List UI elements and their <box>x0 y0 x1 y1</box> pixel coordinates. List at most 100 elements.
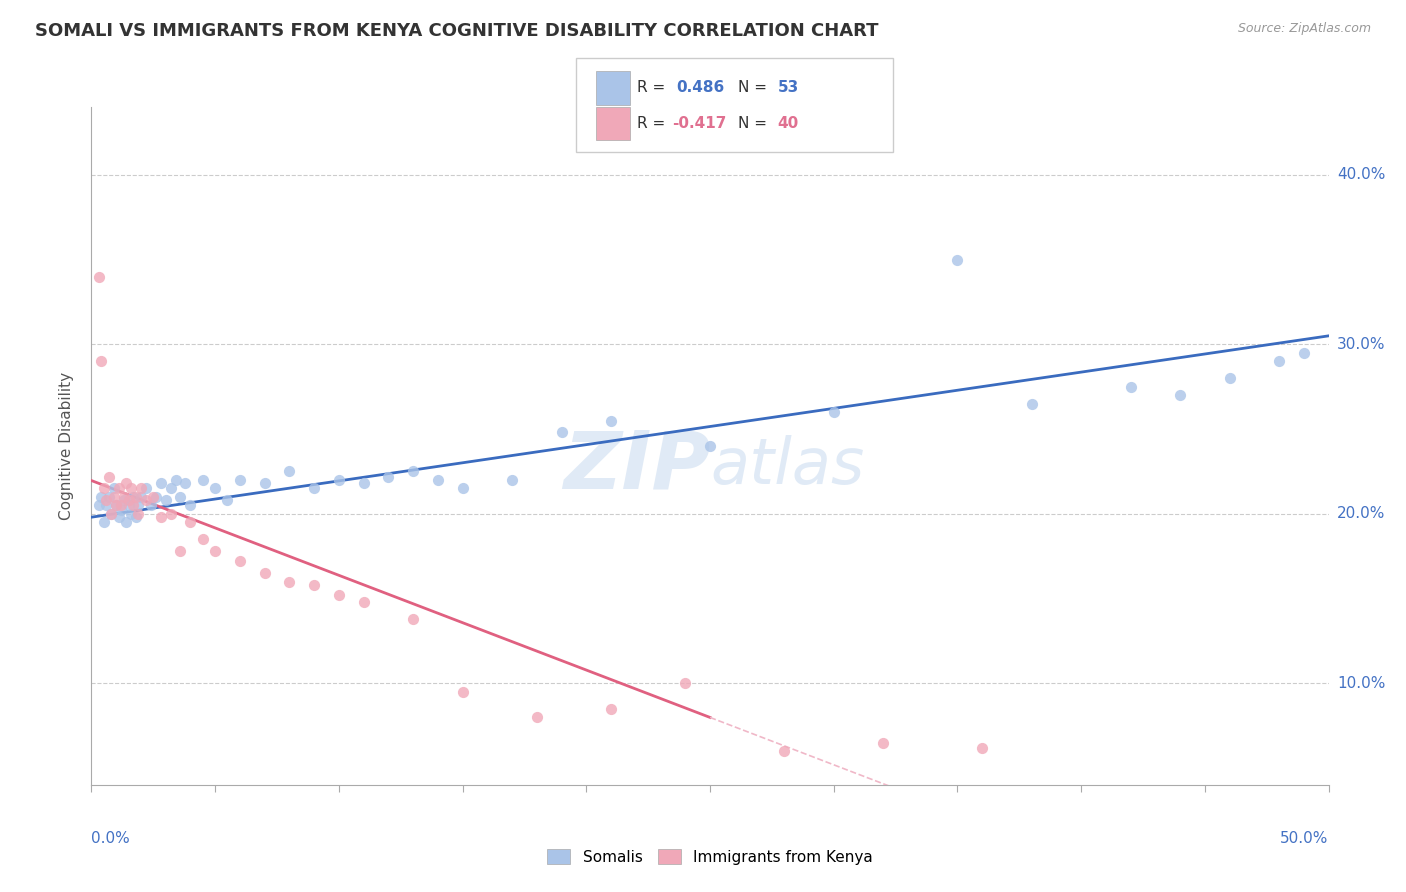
Text: 10.0%: 10.0% <box>1337 676 1385 690</box>
Point <box>127 507 149 521</box>
Point <box>122 498 145 512</box>
Text: ZIP: ZIP <box>562 427 710 506</box>
Point <box>87 498 110 512</box>
Point <box>328 588 350 602</box>
Point <box>174 476 197 491</box>
Text: 53: 53 <box>778 80 799 95</box>
Point <box>90 490 112 504</box>
Text: N =: N = <box>738 80 772 95</box>
Point <box>773 744 796 758</box>
Point <box>127 498 149 512</box>
Point <box>129 490 152 504</box>
Point <box>1292 346 1315 360</box>
Point <box>426 473 449 487</box>
Point <box>302 578 325 592</box>
Text: R =: R = <box>637 80 671 95</box>
Point <box>169 544 191 558</box>
Point <box>353 595 375 609</box>
Point <box>1021 396 1043 410</box>
Point <box>122 490 145 504</box>
Point <box>155 493 177 508</box>
Point <box>110 503 132 517</box>
Point <box>402 612 425 626</box>
Point <box>112 493 135 508</box>
Point <box>1168 388 1191 402</box>
Text: 20.0%: 20.0% <box>1337 507 1385 521</box>
Point <box>117 498 139 512</box>
Point <box>165 473 187 487</box>
Text: 50.0%: 50.0% <box>1281 831 1329 847</box>
Point <box>117 493 139 508</box>
Text: SOMALI VS IMMIGRANTS FROM KENYA COGNITIVE DISABILITY CORRELATION CHART: SOMALI VS IMMIGRANTS FROM KENYA COGNITIV… <box>35 22 879 40</box>
Text: 40: 40 <box>778 116 799 131</box>
Point <box>600 701 623 715</box>
Point <box>179 515 201 529</box>
Point <box>302 481 325 495</box>
Point <box>526 710 548 724</box>
Point <box>377 469 399 483</box>
Text: atlas: atlas <box>710 435 865 498</box>
Point <box>699 439 721 453</box>
Point <box>328 473 350 487</box>
Point <box>204 544 226 558</box>
Text: N =: N = <box>738 116 772 131</box>
Point <box>100 507 122 521</box>
Point <box>107 510 129 524</box>
Point <box>135 493 157 508</box>
Point <box>149 476 172 491</box>
Point <box>972 740 994 755</box>
Point <box>139 498 162 512</box>
Point <box>1268 354 1291 368</box>
Text: 30.0%: 30.0% <box>1337 337 1385 351</box>
Point <box>87 269 110 284</box>
Point <box>278 464 301 478</box>
Point <box>96 493 118 508</box>
Point <box>823 405 845 419</box>
Point <box>946 252 969 267</box>
Point <box>145 490 167 504</box>
Point <box>90 354 112 368</box>
Text: R =: R = <box>637 116 671 131</box>
Legend: Somalis, Immigrants from Kenya: Somalis, Immigrants from Kenya <box>540 841 880 872</box>
Point <box>600 414 623 428</box>
Point <box>1119 379 1142 393</box>
Point <box>93 481 115 495</box>
Point <box>191 473 214 487</box>
Point <box>125 510 148 524</box>
Point <box>353 476 375 491</box>
Point <box>191 532 214 546</box>
Point <box>135 481 157 495</box>
Point <box>93 515 115 529</box>
Point <box>110 498 132 512</box>
Point <box>105 498 128 512</box>
Point <box>103 490 125 504</box>
Point <box>149 510 172 524</box>
Point <box>112 490 135 504</box>
Point <box>278 574 301 589</box>
Point <box>550 425 572 440</box>
Text: 0.0%: 0.0% <box>91 831 131 847</box>
Point <box>872 735 894 749</box>
Point <box>229 554 252 568</box>
Point <box>96 498 118 512</box>
Text: 40.0%: 40.0% <box>1337 168 1385 182</box>
Point <box>125 490 148 504</box>
Point <box>451 481 474 495</box>
Point <box>159 481 181 495</box>
Point <box>673 676 696 690</box>
Point <box>105 498 128 512</box>
Point <box>120 507 142 521</box>
Y-axis label: Cognitive Disability: Cognitive Disability <box>59 372 75 520</box>
Point <box>115 476 138 491</box>
Point <box>253 566 276 580</box>
Point <box>501 473 523 487</box>
Point <box>179 498 201 512</box>
Point <box>142 490 165 504</box>
Point <box>229 473 252 487</box>
Point <box>115 515 138 529</box>
Text: 0.486: 0.486 <box>676 80 724 95</box>
Point <box>1219 371 1241 385</box>
Point <box>97 469 120 483</box>
Text: -0.417: -0.417 <box>672 116 727 131</box>
Point <box>402 464 425 478</box>
